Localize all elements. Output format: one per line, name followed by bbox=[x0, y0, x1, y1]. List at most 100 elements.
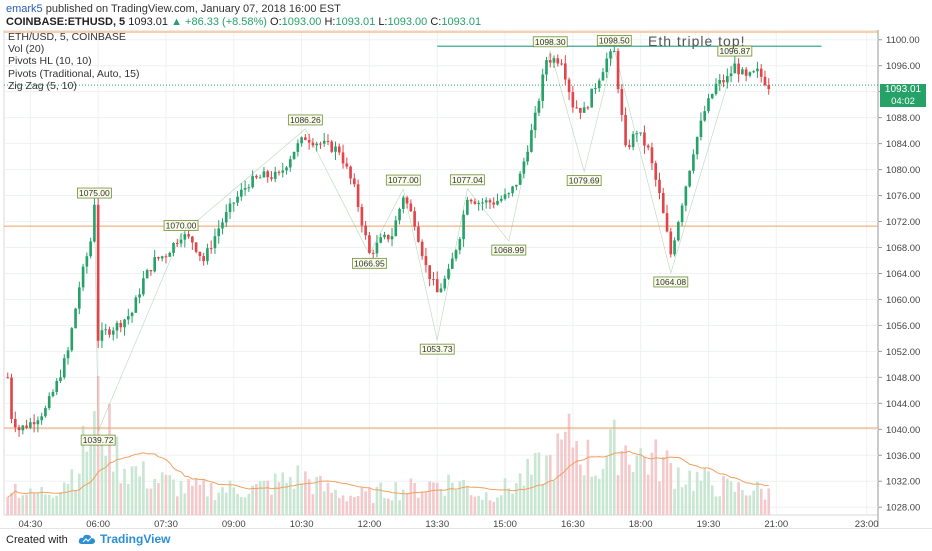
volume-bar bbox=[307, 479, 311, 515]
volume-bar bbox=[81, 425, 85, 515]
candle-body bbox=[688, 170, 691, 187]
volume-bar bbox=[296, 465, 300, 515]
chart-annotation-text[interactable]: Eth triple top! bbox=[648, 33, 746, 49]
candle-body bbox=[130, 312, 134, 317]
pivot-label-box bbox=[491, 244, 527, 256]
pivot-label-box bbox=[287, 114, 323, 126]
volume-bar bbox=[198, 484, 202, 515]
candle-body bbox=[326, 140, 330, 142]
candle-body bbox=[70, 328, 74, 351]
candle-body bbox=[292, 151, 296, 160]
candle-body bbox=[526, 151, 529, 162]
volume-bar bbox=[32, 493, 36, 515]
y-tick-label: 1040.00 bbox=[886, 425, 920, 436]
volume-bar bbox=[484, 492, 488, 515]
candle-body bbox=[563, 63, 567, 80]
candle-body bbox=[737, 63, 740, 75]
candle-body bbox=[315, 143, 318, 146]
last-price: 1093.01 bbox=[128, 16, 169, 28]
volume-bar bbox=[575, 441, 578, 515]
volume-bar bbox=[552, 480, 556, 515]
volume-bar bbox=[612, 419, 616, 515]
candle-body bbox=[756, 68, 759, 72]
y-tick-label: 1060.00 bbox=[886, 295, 920, 306]
volume-bar bbox=[492, 501, 496, 515]
candle-body bbox=[10, 377, 13, 419]
volume-bar bbox=[55, 495, 59, 515]
volume-bar bbox=[741, 489, 744, 515]
volume-bar bbox=[714, 496, 718, 515]
volume-bar bbox=[499, 495, 503, 515]
volume-bar bbox=[515, 483, 518, 515]
candle-body bbox=[725, 76, 729, 83]
volume-bar bbox=[601, 469, 605, 515]
candle-body bbox=[420, 241, 424, 257]
legend-item-volume[interactable]: Vol (20) bbox=[8, 43, 45, 56]
volume-bar bbox=[10, 492, 13, 515]
volume-bar bbox=[556, 433, 560, 515]
volume-bar bbox=[692, 490, 695, 515]
volume-bar bbox=[115, 436, 119, 515]
volume-bar bbox=[51, 497, 55, 515]
volume-bar bbox=[386, 498, 390, 515]
candle-body bbox=[330, 141, 334, 152]
candle-body bbox=[25, 425, 28, 428]
candle-body bbox=[307, 140, 311, 143]
tradingview-logo[interactable]: TradingView bbox=[78, 532, 170, 546]
candle-body bbox=[695, 137, 699, 155]
legend-item-pivots-traditional[interactable]: Pivots (Traditional, Auto, 15) bbox=[8, 67, 140, 80]
candle-body bbox=[594, 88, 597, 90]
volume-bar bbox=[353, 497, 356, 515]
volume-bar bbox=[548, 454, 552, 515]
volume-bar bbox=[130, 466, 134, 515]
volume-bar bbox=[364, 491, 367, 515]
author-link[interactable]: emark5 bbox=[6, 3, 43, 15]
volume-bar bbox=[605, 455, 609, 515]
volume-bar bbox=[646, 474, 650, 515]
volume-bar bbox=[665, 450, 669, 515]
volume-bar bbox=[209, 483, 213, 515]
volume-bar bbox=[707, 471, 710, 515]
candle-body bbox=[240, 189, 243, 197]
close-value: 1093.01 bbox=[441, 16, 482, 28]
y-tick-label: 1056.00 bbox=[886, 321, 920, 332]
candle-body bbox=[759, 68, 763, 77]
volume-bar bbox=[620, 450, 624, 515]
candle-body bbox=[556, 58, 560, 64]
candle-body bbox=[149, 270, 153, 272]
volume-bar bbox=[454, 490, 458, 515]
legend-item-symbol[interactable]: ETH/USD, 5, COINBASE bbox=[8, 31, 126, 43]
candle-body bbox=[586, 107, 590, 109]
volume-bar bbox=[767, 488, 771, 515]
volume-bar bbox=[563, 431, 567, 515]
legend-item-pivots-hl[interactable]: Pivots HL (10, 10) bbox=[8, 55, 92, 68]
volume-bar bbox=[398, 500, 401, 515]
y-tick-label: 1096.00 bbox=[886, 61, 920, 72]
volume-moving-average bbox=[7, 450, 769, 498]
pivot-label-box bbox=[80, 434, 116, 446]
volume-bar bbox=[183, 493, 187, 515]
volume-bar bbox=[149, 488, 153, 515]
candle-body bbox=[405, 197, 409, 204]
candle-body bbox=[654, 163, 658, 180]
pivot-label-box bbox=[566, 175, 602, 187]
x-tick-label: 04:30 bbox=[18, 519, 42, 528]
volume-bar bbox=[262, 480, 266, 515]
pivot-label-box bbox=[163, 220, 199, 231]
volume-bar bbox=[25, 494, 28, 515]
y-tick-label: 1044.00 bbox=[886, 399, 920, 410]
legend-item-zigzag[interactable]: Zig Zag (5, 10) bbox=[8, 79, 77, 92]
pivot-label-box bbox=[77, 187, 112, 199]
candle-body bbox=[620, 89, 624, 115]
candle-body bbox=[111, 330, 115, 335]
volume-bar bbox=[635, 455, 639, 515]
price-chart[interactable]: 1028.00 1032.00 1036.00 1040.00 1044.00 1048.… bbox=[0, 30, 932, 528]
candle-body bbox=[209, 248, 213, 250]
volume-bar bbox=[722, 476, 725, 515]
candle-body bbox=[767, 85, 771, 89]
volume-bar bbox=[469, 495, 473, 515]
volume-bar bbox=[93, 411, 96, 515]
candle-body bbox=[21, 425, 25, 431]
pivot-label-box bbox=[385, 174, 421, 186]
candle-body bbox=[530, 130, 533, 152]
